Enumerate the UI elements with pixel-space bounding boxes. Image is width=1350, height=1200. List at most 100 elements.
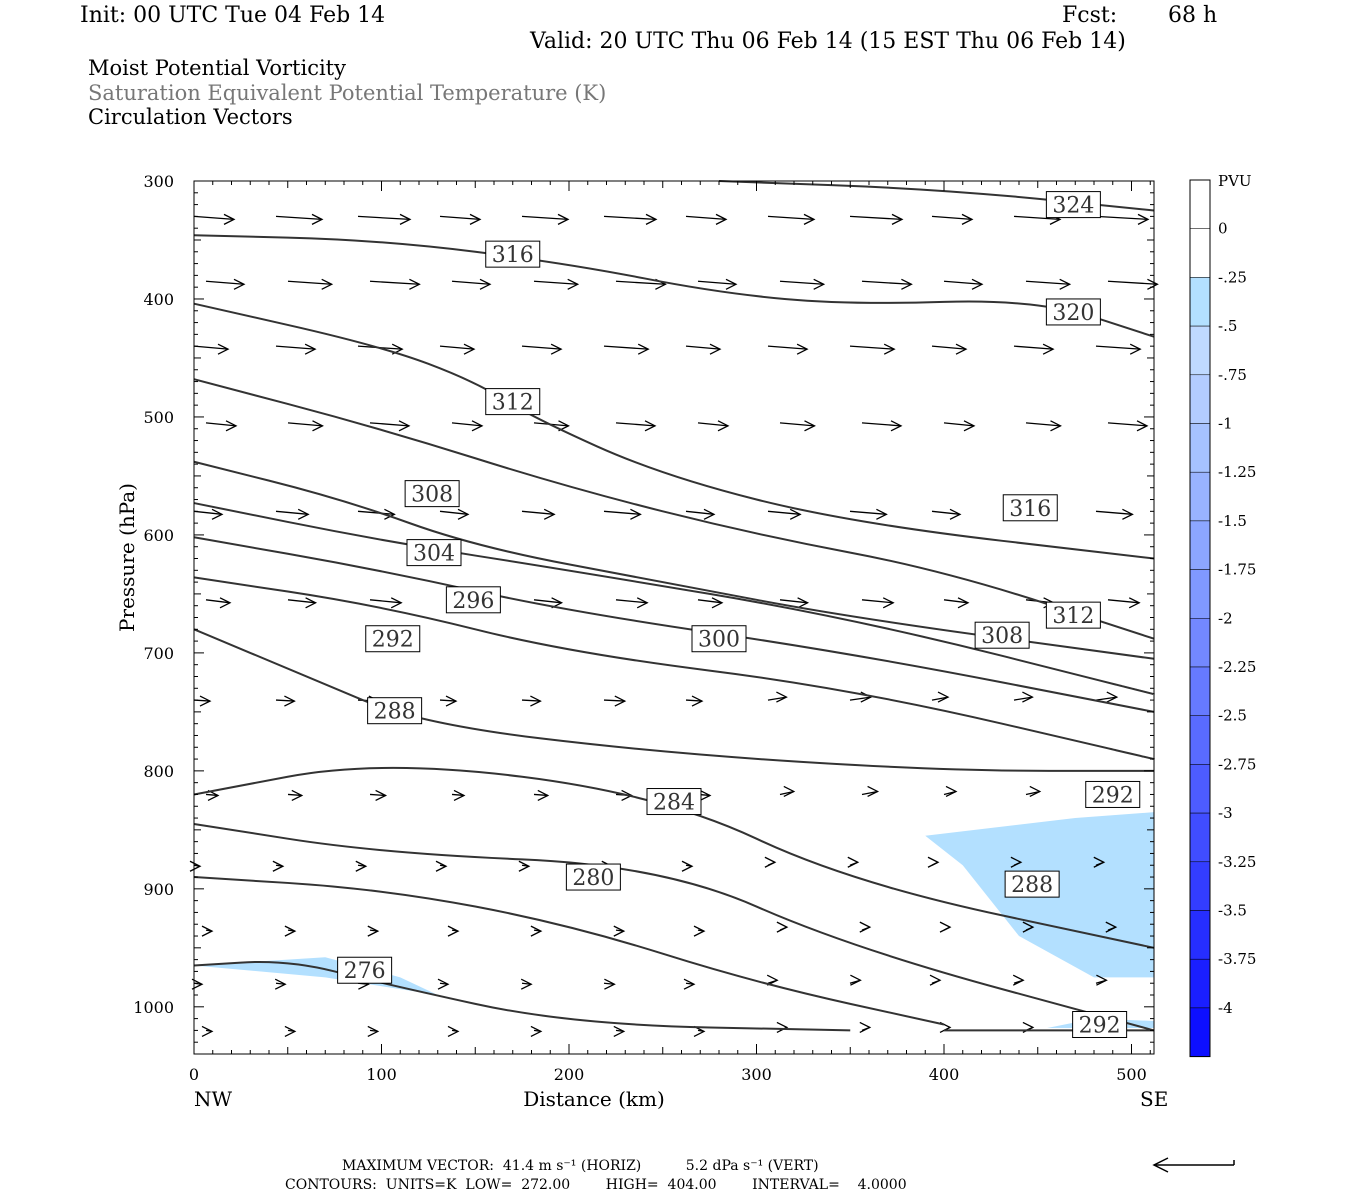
circulation-vector xyxy=(275,695,296,707)
circulation-vector xyxy=(201,925,214,937)
theta-es-contour-324 xyxy=(718,180,1155,212)
circulation-vector xyxy=(357,213,412,225)
contour-label-box xyxy=(485,388,541,416)
contour-label: 288 xyxy=(374,700,416,725)
contour-info-line: CONTOURS: UNITS=K LOW= 272.00 HIGH= 404.… xyxy=(285,1177,907,1193)
contour-label: 324 xyxy=(1052,194,1094,219)
circulation-vector xyxy=(943,420,976,432)
colorbar-swatch xyxy=(1189,569,1211,619)
contour-label: 276 xyxy=(344,959,386,984)
title-vectors: Circulation Vectors xyxy=(88,105,293,129)
colorbar-tick-label: 0 xyxy=(1218,220,1228,238)
contour-label-box xyxy=(485,240,541,268)
max-vector-line: MAXIMUM VECTOR: 41.4 m s⁻¹ (HORIZ) 5.2 d… xyxy=(342,1158,819,1174)
circulation-vector xyxy=(685,213,728,225)
colorbar-tick-label: -1 xyxy=(1218,415,1233,433)
contour-label-box xyxy=(404,480,460,508)
contour-label-box xyxy=(974,621,1030,649)
circulation-vector xyxy=(439,508,470,520)
colorbar-swatch xyxy=(1189,471,1211,522)
circulation-vector xyxy=(1013,343,1055,355)
circulation-vector xyxy=(367,1025,380,1037)
circulation-vector xyxy=(683,978,696,990)
circulation-vector xyxy=(369,278,421,290)
contour-label: 280 xyxy=(572,866,614,891)
forecast-hours: 68 h xyxy=(1168,3,1218,28)
circulation-vector xyxy=(272,860,285,872)
circulation-vector xyxy=(685,695,704,707)
theta-es-contour-316 xyxy=(193,302,1155,560)
circulation-vector xyxy=(861,785,880,798)
circulation-vector xyxy=(1107,278,1159,290)
circulation-vector xyxy=(685,508,716,520)
y-tick-label: 500 xyxy=(143,408,174,427)
colorbar-swatch xyxy=(1189,764,1211,814)
contour-label-box xyxy=(367,697,423,725)
circulation-vector xyxy=(931,508,962,520)
colorbar-tick-label: -3 xyxy=(1218,804,1233,822)
circulation-vector xyxy=(439,213,482,225)
circulation-vector xyxy=(287,789,304,802)
circulation-vector xyxy=(193,695,212,707)
circulation-vector xyxy=(927,856,940,868)
contour-label: 304 xyxy=(413,542,455,567)
circulation-vector xyxy=(1013,691,1034,703)
contour-label-box xyxy=(1085,780,1141,808)
circulation-vector xyxy=(1012,974,1025,986)
x-tick-label: 100 xyxy=(366,1065,397,1084)
circulation-vector xyxy=(931,343,968,355)
circulation-vector xyxy=(929,974,942,986)
circulation-vector xyxy=(287,278,334,290)
colorbar-tick-label: -2.5 xyxy=(1218,707,1247,725)
circulation-vector xyxy=(603,508,642,520)
colorbar-swatch xyxy=(1189,520,1211,570)
circulation-vector xyxy=(521,695,542,707)
colorbar-swatch xyxy=(1189,958,1211,1009)
circulation-vector xyxy=(767,691,788,703)
contour-label: 284 xyxy=(653,791,695,816)
theta-es-contour-296 xyxy=(193,576,1155,761)
circulation-vector xyxy=(615,420,657,432)
contour-label-box xyxy=(365,625,421,653)
circulation-vector xyxy=(533,789,550,802)
circulation-vector xyxy=(943,597,970,609)
contour-label: 316 xyxy=(492,243,534,268)
colorbar-swatch xyxy=(1189,423,1211,473)
circulation-vector xyxy=(849,343,896,355)
x-axis-label: Distance (km) xyxy=(523,1087,665,1111)
contour-label: 308 xyxy=(981,624,1023,649)
circulation-vector xyxy=(767,508,802,520)
circulation-vector xyxy=(530,1025,543,1037)
colorbar-unit: PVU xyxy=(1218,172,1252,190)
circulation-vector xyxy=(1107,597,1141,609)
circulation-vector xyxy=(603,213,658,225)
contour-label: 312 xyxy=(1052,604,1094,629)
circulation-vector xyxy=(521,343,563,355)
y-tick-label: 900 xyxy=(143,880,174,899)
colorbar-swatch xyxy=(1189,715,1211,765)
circulation-vector xyxy=(193,508,224,520)
circulation-vector xyxy=(603,695,627,707)
circulation-vector xyxy=(859,921,872,933)
circulation-vector xyxy=(284,925,297,937)
colorbar-swatch xyxy=(1189,618,1211,668)
circulation-vector xyxy=(533,278,580,290)
circulation-vector xyxy=(859,1021,872,1033)
contour-label: 288 xyxy=(1011,873,1053,898)
colorbar-tick-label: -2.75 xyxy=(1218,755,1256,773)
contour-label: 316 xyxy=(1009,497,1051,522)
circulation-vector xyxy=(451,789,466,802)
circulation-vector xyxy=(603,978,616,990)
contour-label-box xyxy=(565,863,621,891)
circulation-vector xyxy=(193,213,236,225)
circulation-vector xyxy=(275,213,324,225)
circulation-vector xyxy=(697,278,738,290)
circulation-vector xyxy=(1095,508,1134,520)
colorbar-tick-label: -3.5 xyxy=(1218,902,1247,920)
pv-negative-region xyxy=(194,957,438,996)
x-tick-label: 200 xyxy=(554,1065,585,1084)
colorbar-tick-label: -2 xyxy=(1218,609,1233,627)
contour-label: 308 xyxy=(411,483,453,508)
forecast-label: Fcst: xyxy=(1062,3,1118,28)
